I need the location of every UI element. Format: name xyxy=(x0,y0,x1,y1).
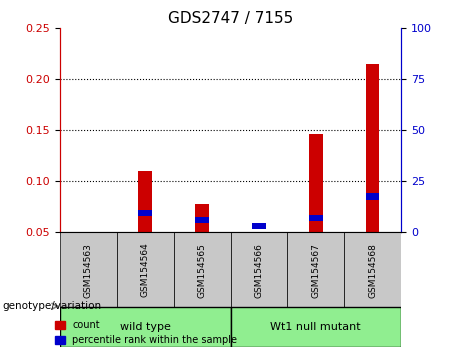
Text: GSM154567: GSM154567 xyxy=(311,242,320,297)
FancyBboxPatch shape xyxy=(60,232,117,307)
Text: wild type: wild type xyxy=(120,322,171,332)
FancyBboxPatch shape xyxy=(60,307,230,347)
FancyBboxPatch shape xyxy=(117,232,174,307)
Text: Wt1 null mutant: Wt1 null mutant xyxy=(271,322,361,332)
Bar xyxy=(195,217,209,223)
Bar xyxy=(309,215,323,221)
Bar xyxy=(366,194,379,200)
Text: GSM154568: GSM154568 xyxy=(368,242,377,297)
FancyBboxPatch shape xyxy=(287,232,344,307)
FancyBboxPatch shape xyxy=(344,232,401,307)
Bar xyxy=(309,135,323,232)
Title: GDS2747 / 7155: GDS2747 / 7155 xyxy=(168,11,293,26)
Text: GSM154564: GSM154564 xyxy=(141,243,150,297)
Text: GSM154563: GSM154563 xyxy=(84,242,93,297)
FancyBboxPatch shape xyxy=(230,307,401,347)
Text: GSM154565: GSM154565 xyxy=(198,242,207,297)
FancyBboxPatch shape xyxy=(174,232,230,307)
Bar xyxy=(138,210,152,216)
Bar xyxy=(366,64,379,232)
Legend: count, percentile rank within the sample: count, percentile rank within the sample xyxy=(51,316,241,349)
Text: genotype/variation: genotype/variation xyxy=(2,301,101,311)
Bar xyxy=(195,204,209,232)
Bar xyxy=(252,223,266,229)
Text: GSM154566: GSM154566 xyxy=(254,242,263,297)
Bar xyxy=(138,171,152,232)
FancyBboxPatch shape xyxy=(230,232,287,307)
